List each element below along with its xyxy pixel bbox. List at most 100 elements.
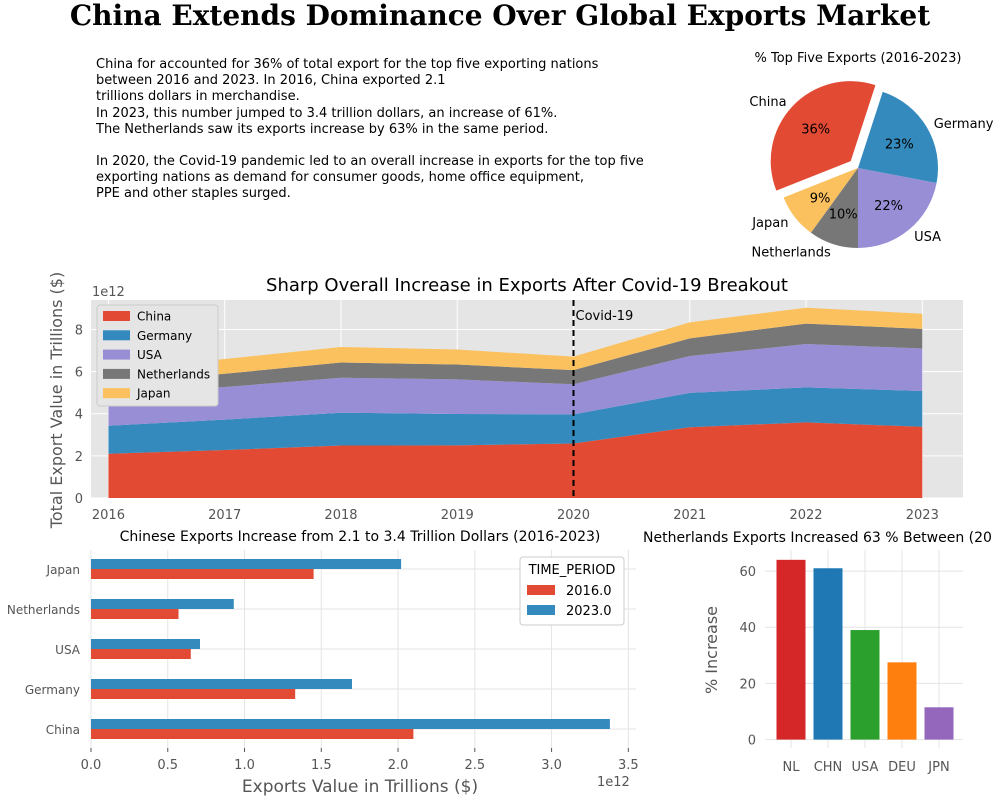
- area-ylabel: Total Export Value in Trillions ($): [47, 272, 66, 529]
- hbar-legend-swatch-2016-0: [527, 585, 555, 595]
- hbar-x-tick-label: 1.5: [311, 758, 332, 773]
- legend-swatch-germany: [103, 330, 130, 341]
- hbar-title: Chinese Exports Increase from 2.1 to 3.4…: [120, 529, 601, 545]
- vbar-bar-deu: [887, 662, 917, 740]
- area-x-tick-label: 2021: [673, 508, 706, 523]
- legend-label-china: China: [137, 310, 171, 324]
- hbar-category-label-china: China: [46, 723, 80, 737]
- vbar-category-label-jpn: JPN: [927, 760, 949, 775]
- hbar-x-offset: 1e12: [597, 775, 630, 790]
- pie-slice-china: [770, 81, 876, 191]
- hbar-bar-2016-netherlands: [91, 609, 179, 619]
- hbar-category-label-netherlands: Netherlands: [7, 603, 80, 617]
- hbar-bar-2016-germany: [91, 689, 296, 699]
- area-y-tick-label: 6: [75, 366, 83, 381]
- pie-slice-germany: [858, 91, 938, 183]
- vbar-category-label-deu: DEU: [888, 760, 916, 775]
- hbar-category-label-usa: USA: [55, 643, 81, 657]
- hbar-legend-label-2023-0: 2023.0: [566, 604, 612, 619]
- intro-paragraph-2: In 2020, the Covid-19 pandemic led to an…: [96, 154, 644, 202]
- hbar-bar-2016-china: [91, 729, 414, 739]
- area-y-tick-label: 0: [75, 492, 83, 507]
- area-y-tick-label: 4: [75, 408, 83, 423]
- hbar-bar-2023-netherlands: [91, 599, 234, 609]
- vbar-y-tick-label: 40: [739, 621, 756, 636]
- pie-slice-usa: [858, 168, 937, 248]
- hbar-bar-2023-china: [91, 719, 610, 729]
- legend-swatch-china: [103, 311, 130, 321]
- area-x-tick-label: 2022: [789, 508, 822, 523]
- area-series-germany: [108, 387, 923, 454]
- pie-label-germany: Germany: [934, 117, 994, 132]
- hbar-x-tick-label: 3.0: [541, 758, 562, 773]
- page-title: China Extends Dominance Over Global Expo…: [69, 0, 931, 32]
- legend-label-usa: USA: [137, 348, 163, 362]
- hbar-x-tick-label: 3.5: [618, 758, 639, 773]
- area-y-tick-label: 2: [75, 450, 83, 465]
- legend-label-germany: Germany: [137, 329, 192, 343]
- hbar-bar-2023-germany: [91, 679, 352, 689]
- hbar-x-tick-label: 1.0: [234, 758, 255, 773]
- vbar-bar-usa: [850, 630, 880, 740]
- area-x-tick-label: 2016: [92, 508, 125, 523]
- hbar-bar-2023-japan: [91, 559, 402, 569]
- hbar-x-tick-label: 2.5: [464, 758, 485, 773]
- area-series-usa: [108, 344, 923, 426]
- pie-label-japan: Japan: [751, 216, 788, 231]
- area-x-tick-label: 2023: [906, 508, 939, 523]
- pie-value-label-usa: 22%: [874, 199, 903, 214]
- vbar-bar-nl: [776, 559, 806, 740]
- hbar-category-label-germany: Germany: [25, 683, 80, 697]
- area-series-netherlands: [108, 323, 923, 396]
- vbar-y-tick-label: 0: [748, 734, 756, 749]
- hbar-bar-2016-usa: [91, 649, 191, 659]
- area-y-tick-label: 8: [75, 323, 83, 338]
- hbar-legend-swatch-2023-0: [527, 605, 555, 615]
- hbar-legend-label-2016-0: 2016.0: [566, 584, 612, 599]
- area-x-tick-label: 2019: [441, 508, 474, 523]
- hbar-legend: TIME_PERIOD 2016.0 2023.0: [519, 556, 625, 626]
- hbar-x-tick-label: 0.0: [81, 758, 102, 773]
- vbar-bar-jpn: [924, 707, 954, 740]
- legend-swatch-usa: [103, 349, 130, 360]
- legend-label-netherlands: Netherlands: [137, 367, 210, 381]
- vbar-y-tick-label: 20: [739, 677, 756, 692]
- vbar-category-label-nl: NL: [783, 760, 801, 775]
- intro-paragraph-1: China for accounted for 36% of total exp…: [96, 57, 599, 137]
- area-legend: China Germany USA Netherlands Japan: [96, 304, 219, 407]
- area-x-tick-label: 2017: [208, 508, 241, 523]
- legend-swatch-netherlands: [103, 368, 130, 379]
- vbar-category-label-chn: CHN: [814, 760, 843, 775]
- hbar-legend-title: TIME_PERIOD: [528, 563, 616, 578]
- pie-slice-japan: [783, 168, 858, 233]
- vbar-y-tick-label: 60: [739, 565, 756, 580]
- vbar-ylabel: % Increase: [702, 606, 721, 694]
- intro-text: China for accounted for 36% of total exp…: [96, 57, 716, 203]
- hbar-xlabel: Exports Value in Trillions ($): [242, 777, 478, 797]
- area-title: Sharp Overall Increase in Exports After …: [266, 275, 788, 296]
- hbar-bar-2016-japan: [91, 569, 314, 579]
- pie-value-label-japan: 9%: [810, 191, 831, 206]
- area-y-offset: 1e12: [92, 285, 125, 300]
- hbar-x-tick-label: 0.5: [157, 758, 178, 773]
- hbar-bar-2023-usa: [91, 639, 200, 649]
- vbar-bar-chn: [813, 568, 843, 740]
- area-series-china: [108, 422, 923, 498]
- area-x-tick-label: 2018: [324, 508, 357, 523]
- pie-label-china: China: [749, 95, 786, 110]
- pie-label-netherlands: Netherlands: [752, 246, 831, 261]
- pie-label-usa: USA: [914, 230, 941, 245]
- area-legend-box: [96, 304, 219, 407]
- area-x-tick-label: 2020: [557, 508, 590, 523]
- pie-slice-netherlands: [810, 168, 858, 248]
- legend-label-japan: Japan: [136, 387, 170, 401]
- area-series-japan: [108, 307, 923, 384]
- hbar-x-tick-label: 2.0: [388, 758, 409, 773]
- pie-title: % Top Five Exports (2016-2023): [755, 51, 962, 66]
- pie-value-label-germany: 23%: [885, 138, 914, 153]
- covid-label: Covid-19: [576, 309, 634, 324]
